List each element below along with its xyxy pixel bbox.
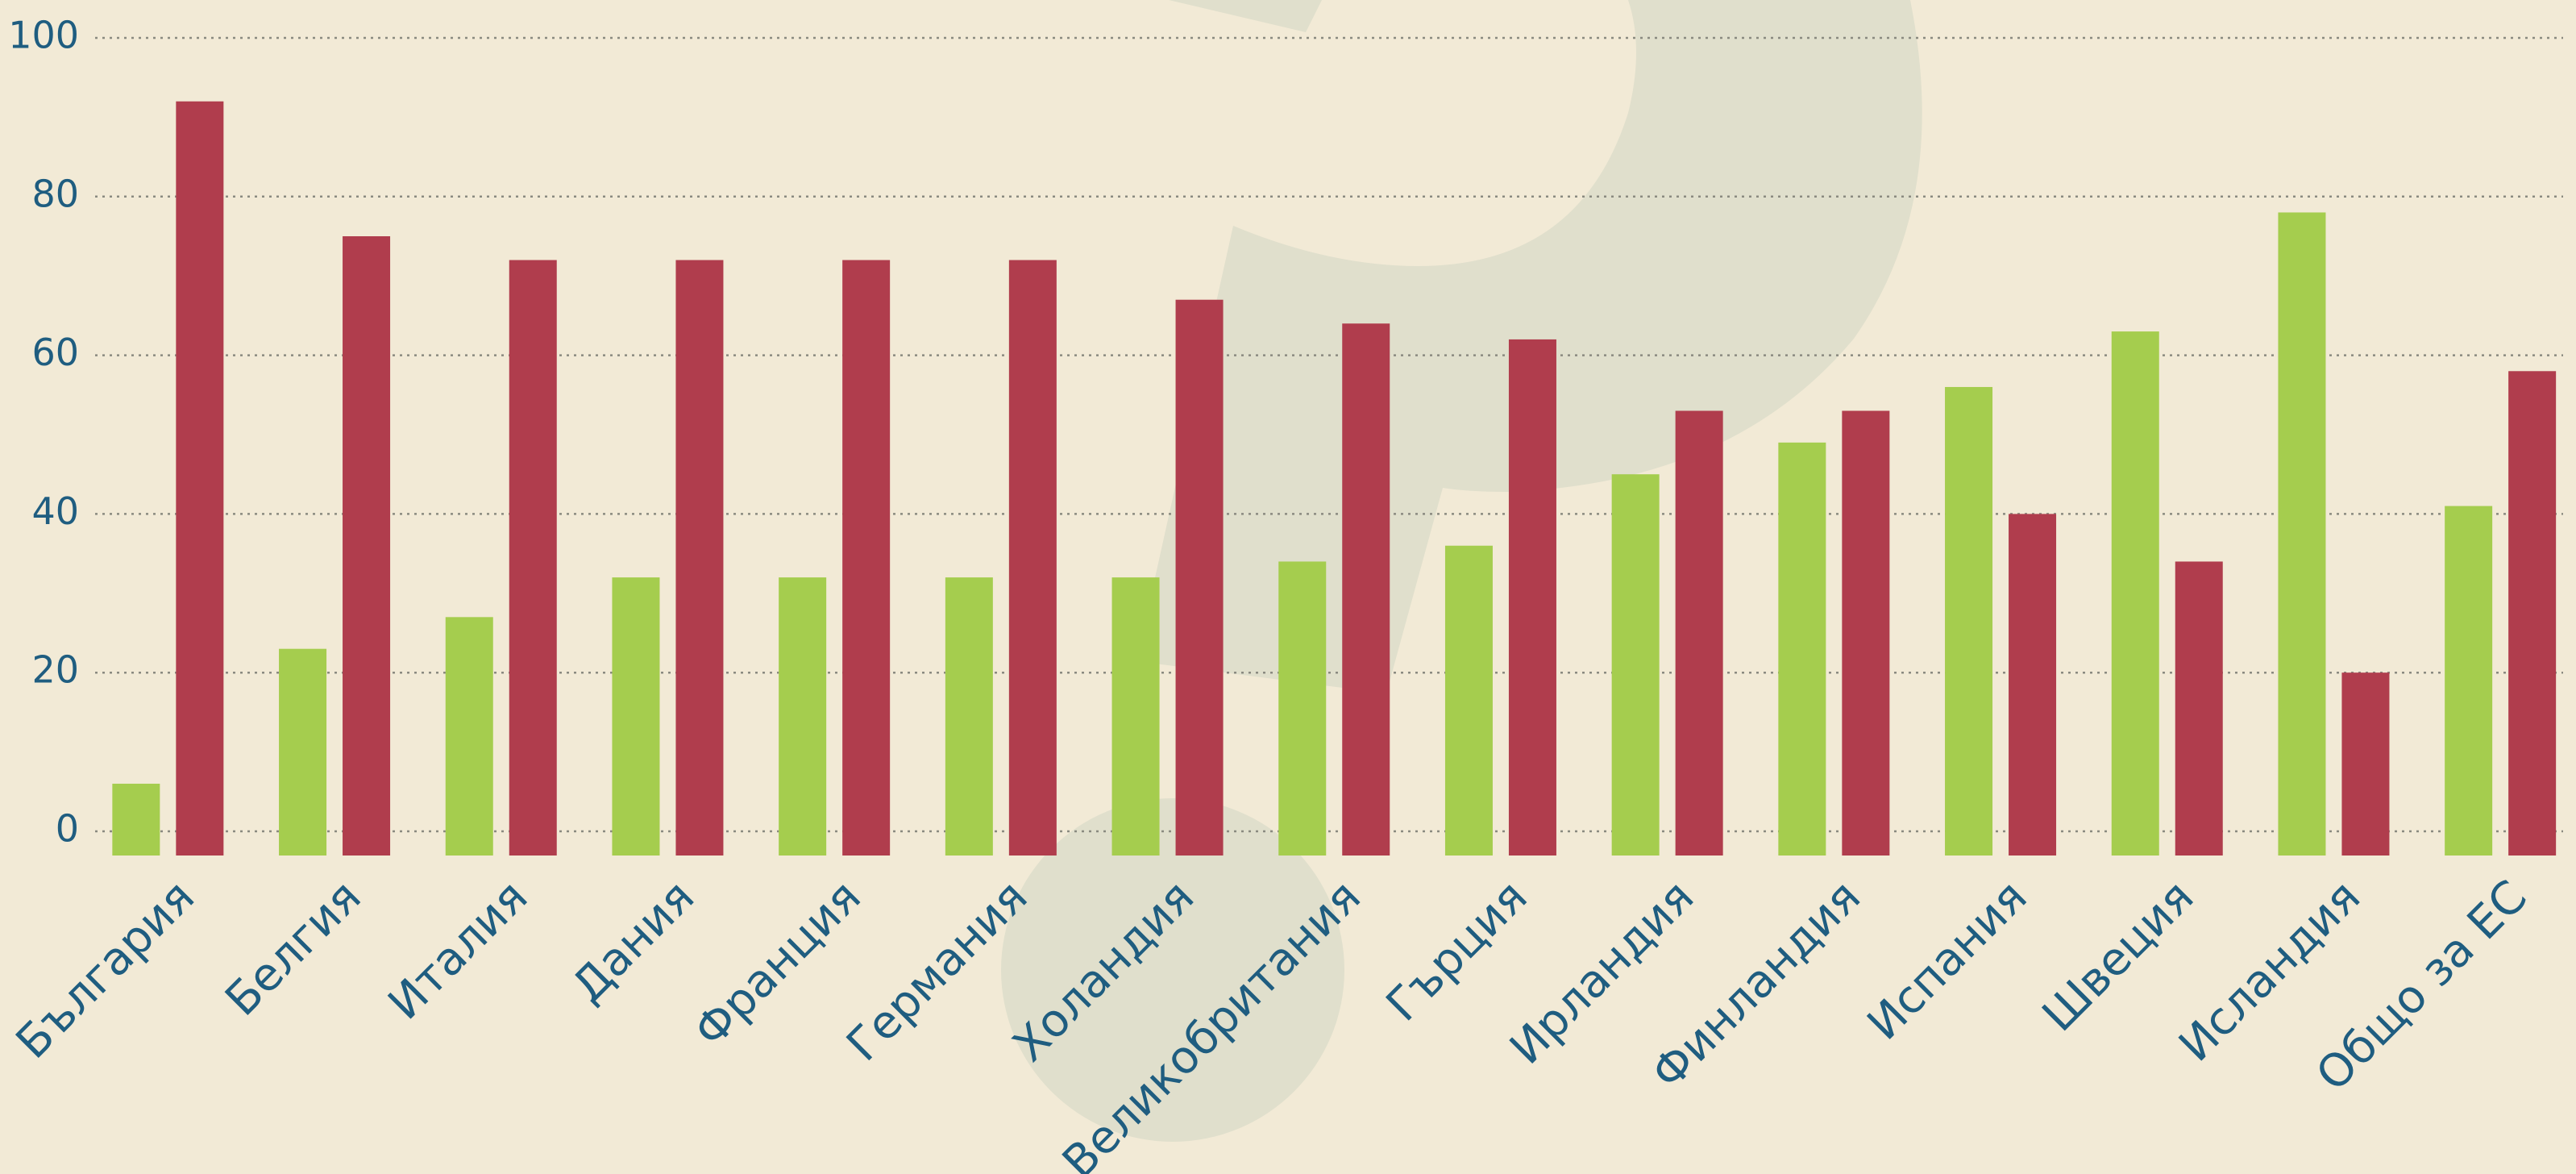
bar	[1112, 577, 1160, 856]
bar	[2112, 331, 2159, 856]
bar	[1612, 474, 1660, 856]
y-tick-label: 60	[31, 331, 79, 374]
bar	[1842, 410, 1889, 856]
bar	[1676, 410, 1723, 856]
bar	[1009, 260, 1057, 856]
bar	[612, 577, 659, 856]
bar	[1509, 339, 1556, 856]
y-tick-label: 100	[8, 14, 79, 57]
bar	[1176, 300, 1224, 856]
bar	[343, 236, 390, 856]
bar	[176, 102, 223, 856]
bar	[779, 577, 826, 856]
bar	[2175, 561, 2223, 856]
bar	[112, 784, 160, 856]
y-tick-label: 0	[56, 807, 79, 851]
bar	[509, 260, 557, 856]
bar	[945, 577, 993, 856]
chart: 020406080100БългарияБелгияИталияДанияФра…	[0, 0, 2576, 1174]
y-tick-label: 80	[31, 172, 79, 215]
bar	[2009, 514, 2056, 856]
bar	[2445, 506, 2492, 856]
y-tick-label: 40	[31, 489, 79, 533]
bar	[1945, 387, 1992, 856]
bar	[2341, 672, 2389, 856]
bar	[2278, 212, 2325, 856]
bar	[1278, 561, 1326, 856]
y-tick-label: 20	[31, 648, 79, 692]
bar	[1445, 546, 1493, 856]
bar	[842, 260, 890, 856]
bar	[675, 260, 723, 856]
bar	[1778, 443, 1826, 856]
bar	[1342, 323, 1390, 856]
bar	[446, 617, 493, 856]
bar	[279, 649, 326, 856]
bar	[2508, 371, 2556, 856]
